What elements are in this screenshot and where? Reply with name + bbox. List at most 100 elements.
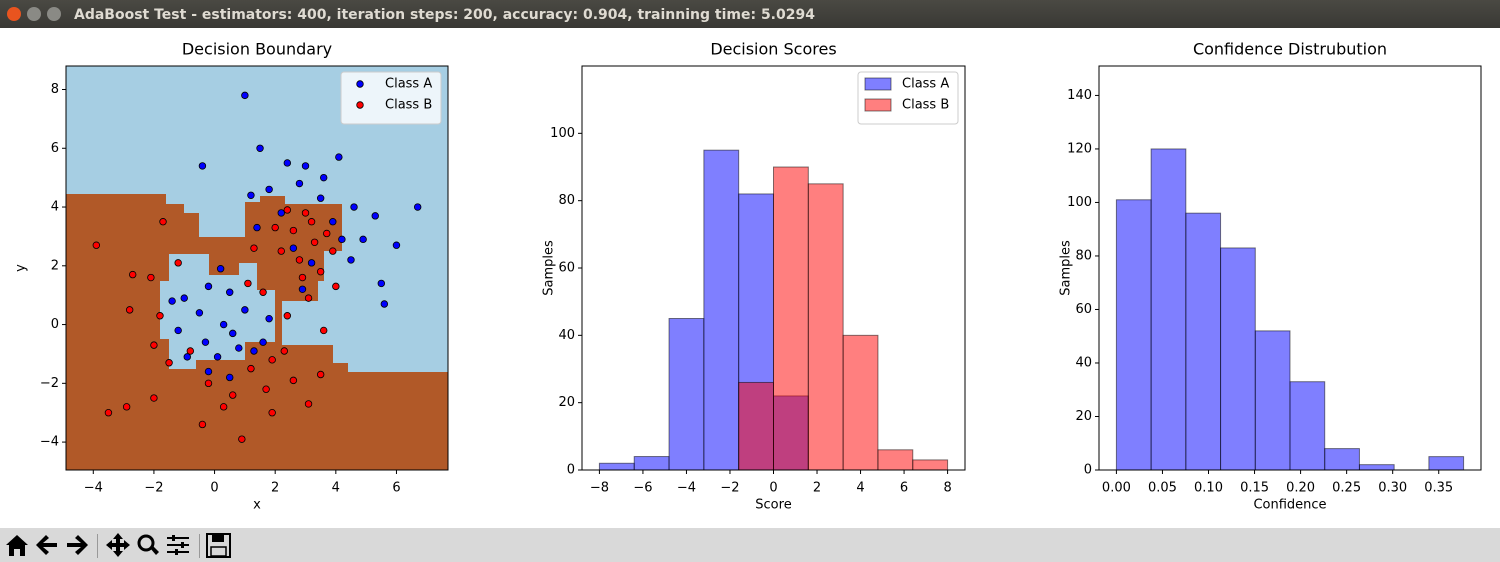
legend-marker <box>356 80 364 88</box>
x-tick-label: 0.20 <box>1286 481 1315 496</box>
configure-button[interactable] <box>167 535 189 555</box>
point <box>195 309 204 317</box>
close-button[interactable] <box>7 7 21 21</box>
x-tick-label: 0.00 <box>1102 481 1131 496</box>
x-tick-label: 6 <box>900 481 908 496</box>
x-tick-label: 4 <box>856 481 864 496</box>
point <box>219 403 228 411</box>
plot <box>598 149 949 471</box>
bar <box>668 318 705 471</box>
point <box>204 282 213 291</box>
maximize-button[interactable] <box>47 7 61 21</box>
x-tick-label: 0.10 <box>1194 481 1223 496</box>
home-button[interactable] <box>6 535 28 556</box>
separator <box>97 534 98 558</box>
title-bar <box>0 0 1500 28</box>
y-tick-label: 80 <box>558 193 575 208</box>
toolbar-buttons <box>6 533 231 558</box>
x-tick-label: 2 <box>271 481 279 496</box>
point <box>259 288 267 296</box>
point <box>332 282 340 291</box>
chart-title: Decision Scores <box>710 40 836 59</box>
x-axis-label: x <box>253 498 261 513</box>
point <box>147 273 155 282</box>
point <box>371 212 379 220</box>
zoom-button[interactable] <box>137 534 159 555</box>
x-tick-label: −8 <box>590 481 609 496</box>
point <box>241 91 249 100</box>
point <box>307 259 316 267</box>
decision-regions <box>66 66 448 470</box>
point <box>289 226 298 235</box>
chart-title: Decision Boundary <box>182 40 332 59</box>
point <box>304 400 313 408</box>
y-tick-label: 20 <box>1075 409 1092 424</box>
point <box>241 306 249 314</box>
x-tick-label: −4 <box>84 481 103 496</box>
point <box>128 270 137 279</box>
back-button[interactable] <box>36 535 57 555</box>
y-tick-label: 60 <box>1075 302 1092 317</box>
x-tick-label: −6 <box>633 481 652 496</box>
point <box>329 218 337 226</box>
point <box>295 256 304 264</box>
y-tick-label: 6 <box>51 141 59 156</box>
point <box>250 347 258 355</box>
x-tick-label: 4 <box>332 481 340 496</box>
point <box>198 420 207 429</box>
window-title: AdaBoost Test - estimators: 400, iterati… <box>74 7 815 23</box>
point <box>307 218 316 226</box>
legend-box <box>340 71 442 125</box>
y-axis-label: Samples <box>1059 240 1074 296</box>
bar <box>1324 448 1360 471</box>
point <box>323 229 331 238</box>
point <box>316 267 325 276</box>
point <box>219 320 228 329</box>
point <box>304 294 313 302</box>
y-axis-label: Samples <box>542 240 557 296</box>
y-tick-label: 8 <box>51 82 59 97</box>
bar <box>598 462 635 471</box>
point <box>392 241 401 249</box>
pan-button[interactable] <box>106 533 130 557</box>
point <box>250 244 258 252</box>
point <box>301 209 310 217</box>
point <box>335 153 343 161</box>
point <box>283 159 292 167</box>
bar <box>738 381 775 471</box>
point <box>265 314 273 323</box>
point <box>244 279 252 288</box>
bar <box>877 449 914 471</box>
point <box>247 191 255 199</box>
point <box>204 379 213 388</box>
legend-label: Class B <box>385 98 432 113</box>
point <box>226 373 234 382</box>
point <box>229 329 237 338</box>
point <box>289 376 298 385</box>
point <box>280 347 288 355</box>
axes-frame <box>1098 65 1482 471</box>
point <box>180 294 188 302</box>
y-tick-label: 0 <box>1084 463 1092 478</box>
point <box>204 367 213 376</box>
legend: Class A Class B <box>857 71 959 125</box>
forward-button[interactable] <box>67 535 88 555</box>
minimize-button[interactable] <box>27 7 41 21</box>
bar <box>1115 199 1152 471</box>
bar <box>807 183 844 471</box>
point <box>201 338 210 346</box>
bar <box>842 334 879 471</box>
point <box>247 364 255 373</box>
bar <box>1150 148 1187 471</box>
legend-label: Class A <box>902 77 949 92</box>
y-tick-label: 0 <box>567 463 575 478</box>
point <box>213 353 222 361</box>
separator <box>199 534 200 558</box>
point <box>347 256 355 264</box>
y-tick-label: 80 <box>1075 248 1092 263</box>
bar <box>633 456 670 471</box>
save-button[interactable] <box>206 533 231 558</box>
point <box>256 144 264 152</box>
point <box>92 241 101 249</box>
bar <box>703 149 740 471</box>
